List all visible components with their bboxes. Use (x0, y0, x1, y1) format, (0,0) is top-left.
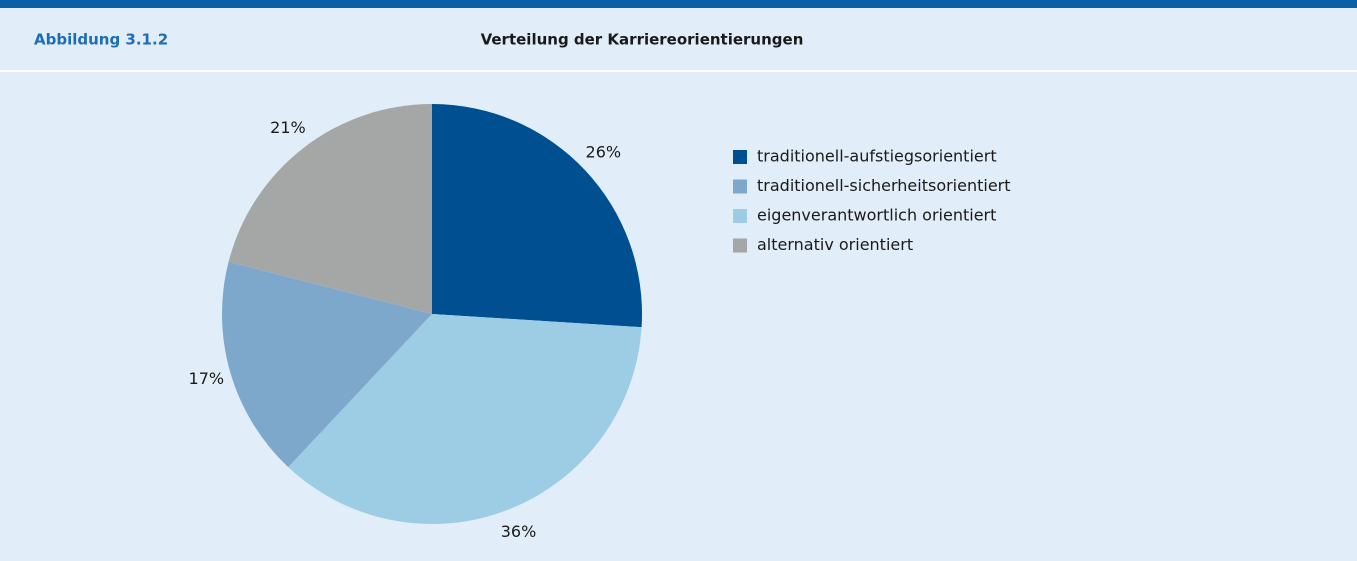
top-bar (0, 0, 1357, 8)
background (0, 8, 1357, 561)
pie-slice (222, 261, 432, 468)
legend-label: traditionell-aufstiegsorientiert (757, 147, 997, 166)
slice-label: 36% (501, 522, 537, 541)
legend-label: traditionell-sicherheitsorientiert (757, 176, 1011, 195)
legend-label: eigenverantwortlich orientiert (757, 206, 996, 225)
legend-swatch (733, 209, 747, 223)
slice-label: 26% (586, 143, 622, 162)
legend-label: alternativ orientiert (757, 235, 913, 254)
legend-swatch (733, 150, 747, 164)
slice-label: 21% (270, 118, 306, 137)
pie-slice (432, 104, 642, 328)
legend-swatch (733, 238, 747, 253)
chart-title: Verteilung der Karriereorientierungen (481, 31, 804, 49)
legend-swatch (733, 179, 747, 194)
slice-label: 17% (189, 369, 225, 388)
pie-slice (228, 104, 432, 314)
figure-number: Abbildung 3.1.2 (34, 31, 168, 49)
pie-slice (288, 314, 642, 524)
